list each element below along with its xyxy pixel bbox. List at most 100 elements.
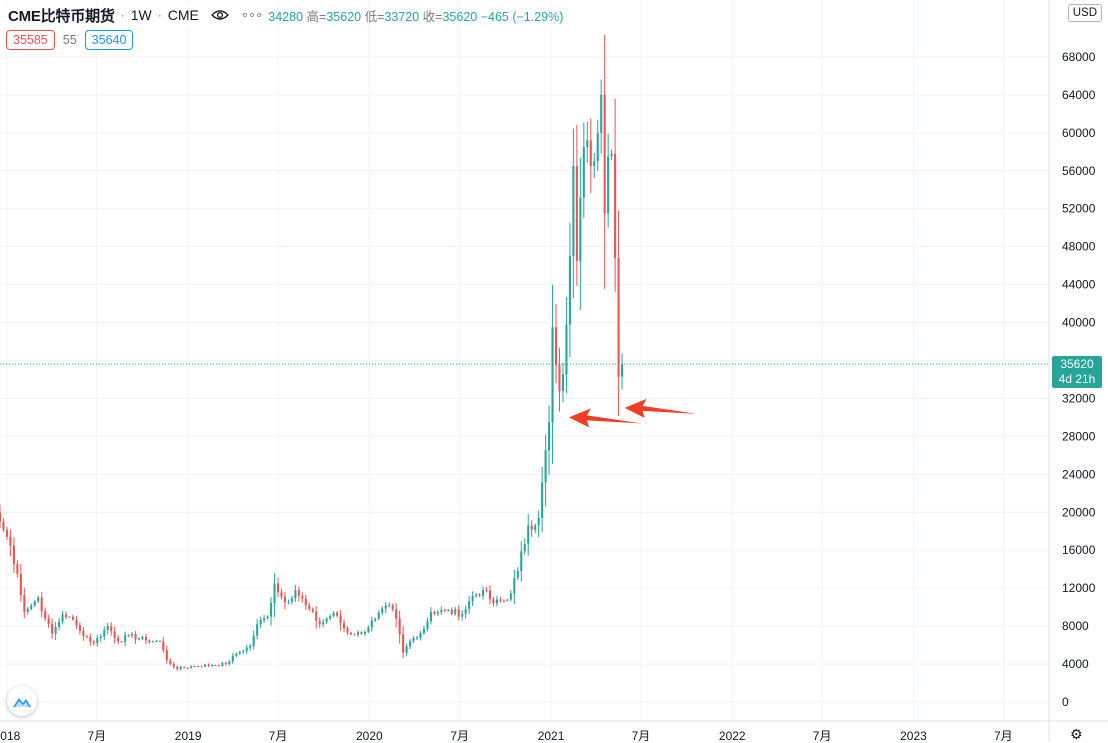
- candle-body[interactable]: [106, 626, 109, 631]
- candle-body[interactable]: [426, 621, 429, 629]
- candle-body[interactable]: [482, 590, 485, 596]
- candle-body[interactable]: [475, 594, 478, 596]
- candle-body[interactable]: [127, 635, 130, 637]
- candle-body[interactable]: [336, 612, 339, 616]
- candle-body[interactable]: [311, 608, 314, 612]
- candle-body[interactable]: [318, 620, 321, 625]
- candle-body[interactable]: [141, 637, 144, 639]
- candle-body[interactable]: [37, 597, 40, 602]
- candle-body[interactable]: [513, 577, 516, 594]
- candle-body[interactable]: [568, 256, 571, 325]
- candle-body[interactable]: [144, 637, 147, 641]
- arrow-annotation-icon[interactable]: [568, 408, 641, 428]
- candle-body[interactable]: [415, 637, 419, 639]
- candle-body[interactable]: [485, 590, 488, 592]
- candle-body[interactable]: [235, 653, 238, 656]
- candle-body[interactable]: [582, 147, 585, 198]
- candle-body[interactable]: [92, 641, 95, 644]
- candle-body[interactable]: [384, 605, 387, 609]
- candle-body[interactable]: [363, 632, 366, 634]
- candle-body[interactable]: [2, 521, 5, 530]
- candle-body[interactable]: [575, 166, 578, 261]
- candle-body[interactable]: [12, 545, 15, 565]
- candle-body[interactable]: [137, 638, 141, 640]
- candle-body[interactable]: [231, 655, 234, 662]
- candle-body[interactable]: [617, 258, 620, 377]
- candle-body[interactable]: [113, 631, 116, 638]
- candle-body[interactable]: [530, 525, 533, 530]
- candle-body[interactable]: [54, 626, 57, 634]
- candle-body[interactable]: [579, 197, 582, 261]
- candle-body[interactable]: [440, 609, 443, 613]
- candle-body[interactable]: [502, 600, 505, 602]
- candle-body[interactable]: [356, 632, 359, 635]
- candle-body[interactable]: [294, 590, 297, 599]
- tradingview-logo-icon[interactable]: [7, 686, 37, 716]
- candle-body[interactable]: [607, 156, 610, 214]
- candlestick-series[interactable]: [0, 34, 624, 671]
- candle-body[interactable]: [301, 595, 304, 599]
- candle-body[interactable]: [214, 665, 217, 667]
- candle-body[interactable]: [370, 620, 373, 628]
- candle-body[interactable]: [283, 596, 287, 603]
- buy-price-button[interactable]: 35640: [84, 30, 134, 50]
- candle-body[interactable]: [210, 665, 214, 667]
- candle-body[interactable]: [315, 611, 318, 621]
- candle-body[interactable]: [290, 598, 293, 602]
- candle-body[interactable]: [47, 618, 50, 624]
- candle-body[interactable]: [200, 666, 203, 668]
- candle-body[interactable]: [124, 635, 127, 642]
- candle-body[interactable]: [395, 609, 398, 619]
- candle-body[interactable]: [534, 525, 537, 530]
- candle-body[interactable]: [429, 611, 432, 622]
- candle-body[interactable]: [450, 609, 453, 614]
- candle-body[interactable]: [134, 634, 137, 640]
- candle-body[interactable]: [30, 605, 33, 610]
- candle-body[interactable]: [249, 646, 252, 648]
- candle-body[interactable]: [492, 599, 495, 604]
- candle-body[interactable]: [381, 608, 384, 613]
- candle-body[interactable]: [523, 543, 526, 552]
- candle-body[interactable]: [554, 327, 558, 366]
- candle-body[interactable]: [33, 601, 36, 606]
- candle-body[interactable]: [190, 666, 193, 668]
- candle-body[interactable]: [179, 666, 182, 669]
- candle-body[interactable]: [339, 615, 342, 624]
- candle-body[interactable]: [82, 630, 85, 637]
- candle-body[interactable]: [75, 619, 78, 626]
- candle-body[interactable]: [527, 525, 530, 544]
- candle-body[interactable]: [398, 618, 401, 635]
- arrow-annotations[interactable]: [568, 398, 697, 428]
- candle-body[interactable]: [409, 641, 412, 647]
- candle-body[interactable]: [405, 646, 408, 653]
- candle-body[interactable]: [242, 650, 245, 652]
- candle-body[interactable]: [488, 590, 492, 600]
- candle-body[interactable]: [183, 666, 186, 668]
- candle-body[interactable]: [176, 666, 179, 669]
- candle-body[interactable]: [565, 324, 568, 375]
- more-icon[interactable]: ∘∘∘: [240, 7, 263, 22]
- candle-body[interactable]: [148, 640, 151, 643]
- candle-body[interactable]: [506, 599, 509, 601]
- candle-body[interactable]: [443, 609, 446, 611]
- candle-body[interactable]: [461, 613, 464, 617]
- candle-body[interactable]: [273, 583, 276, 604]
- candle-body[interactable]: [193, 665, 196, 667]
- candle-body[interactable]: [360, 632, 363, 634]
- candle-body[interactable]: [402, 634, 405, 653]
- candle-body[interactable]: [263, 618, 266, 621]
- candle-body[interactable]: [197, 665, 200, 667]
- candle-body[interactable]: [58, 621, 61, 627]
- candle-body[interactable]: [270, 603, 273, 617]
- candle-body[interactable]: [349, 632, 353, 635]
- candle-body[interactable]: [509, 593, 512, 600]
- candle-body[interactable]: [603, 94, 606, 214]
- candle-body[interactable]: [436, 612, 439, 614]
- candle-body[interactable]: [162, 641, 165, 651]
- candle-body[interactable]: [454, 609, 457, 614]
- candle-body[interactable]: [207, 664, 210, 666]
- candle-body[interactable]: [51, 623, 54, 634]
- candle-body[interactable]: [16, 564, 19, 574]
- currency-badge[interactable]: USD: [1067, 4, 1102, 22]
- gear-icon[interactable]: ⚙: [1070, 726, 1083, 742]
